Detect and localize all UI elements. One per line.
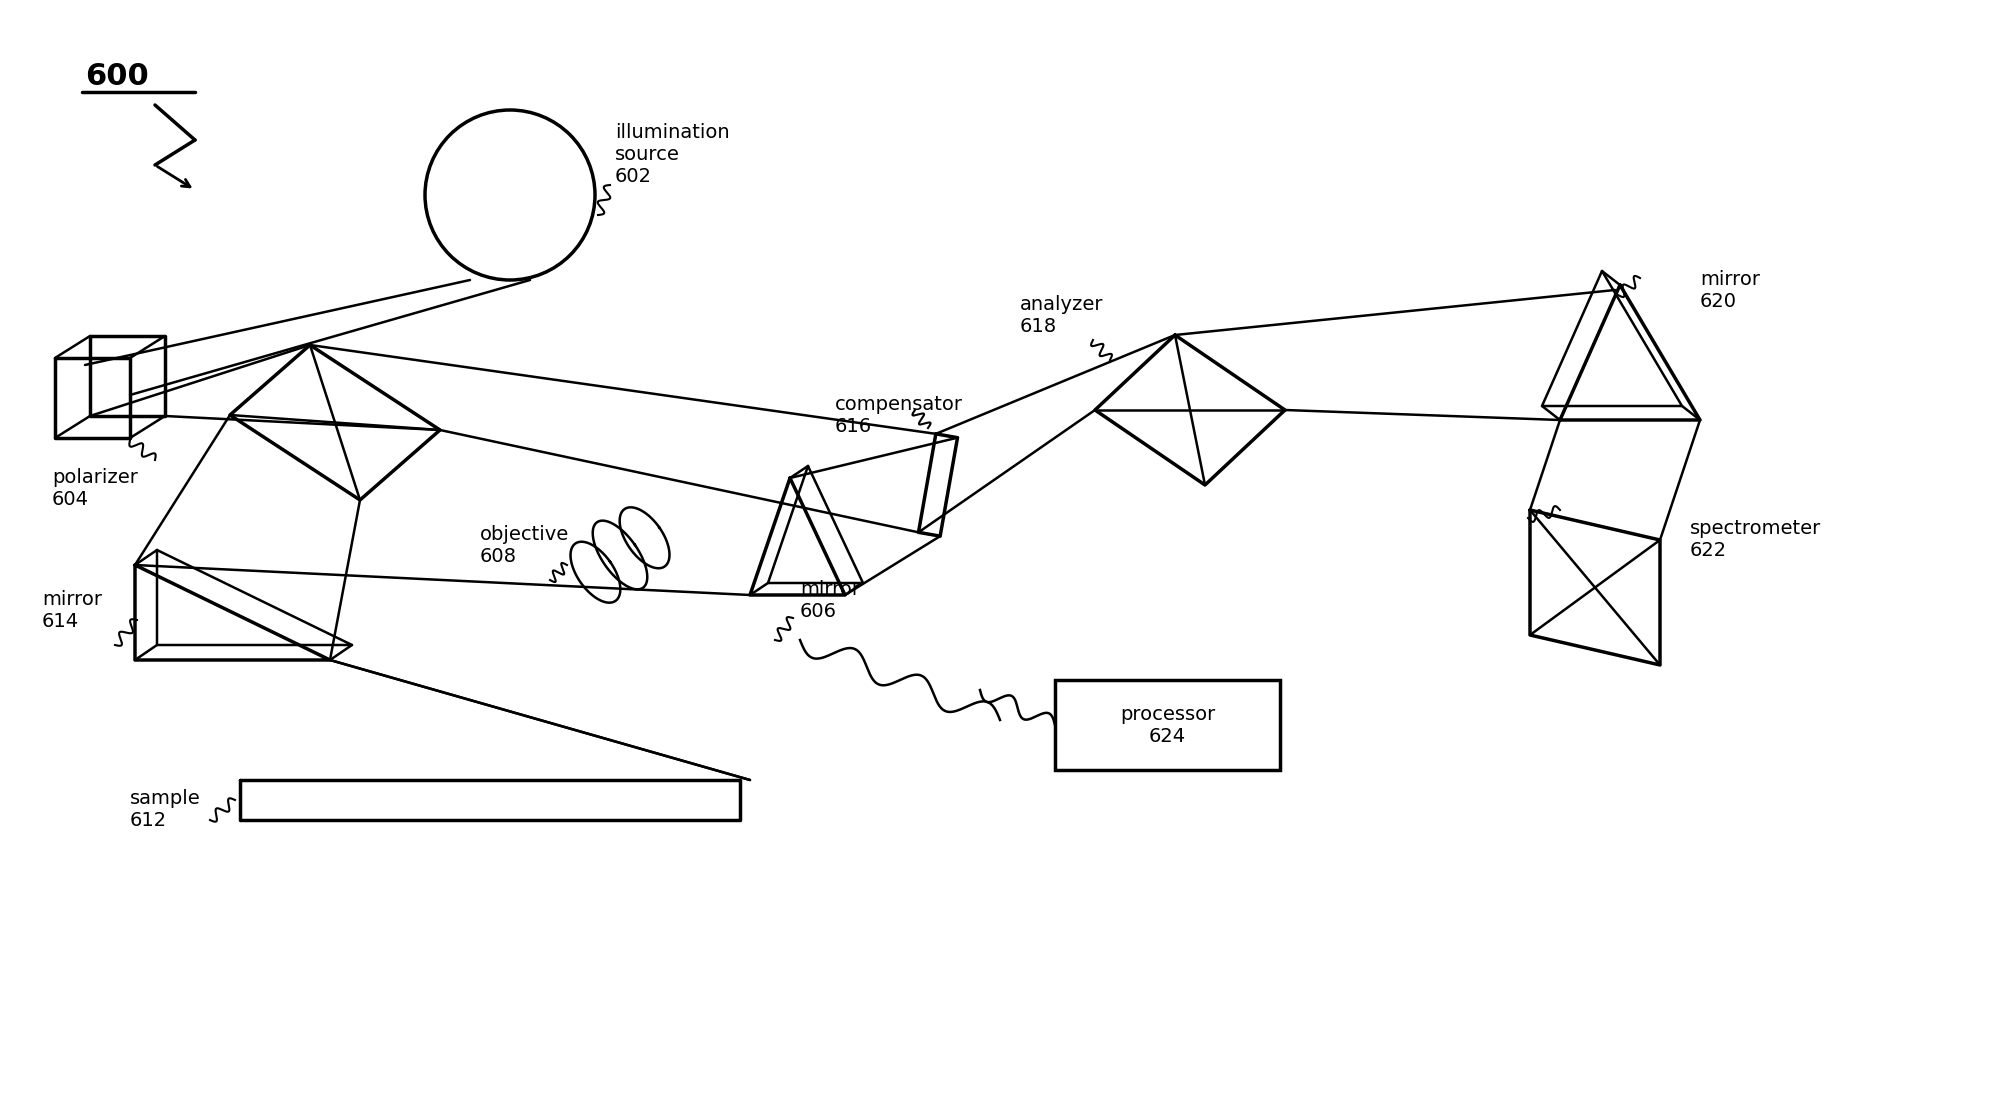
Text: compensator
616: compensator 616 bbox=[835, 395, 963, 436]
Text: mirror
614: mirror 614 bbox=[42, 590, 101, 631]
Text: polarizer
604: polarizer 604 bbox=[52, 468, 137, 509]
Text: processor
624: processor 624 bbox=[1120, 705, 1215, 746]
Text: analyzer
618: analyzer 618 bbox=[1020, 295, 1104, 336]
Text: 600: 600 bbox=[86, 61, 149, 91]
Bar bbox=[1054, 680, 1281, 770]
Text: sample
612: sample 612 bbox=[129, 789, 201, 830]
Text: objective
608: objective 608 bbox=[479, 525, 569, 565]
Text: mirror
606: mirror 606 bbox=[800, 580, 859, 621]
Text: spectrometer
622: spectrometer 622 bbox=[1691, 519, 1822, 560]
Text: mirror
620: mirror 620 bbox=[1701, 270, 1760, 311]
Text: illumination
source
602: illumination source 602 bbox=[615, 123, 730, 187]
